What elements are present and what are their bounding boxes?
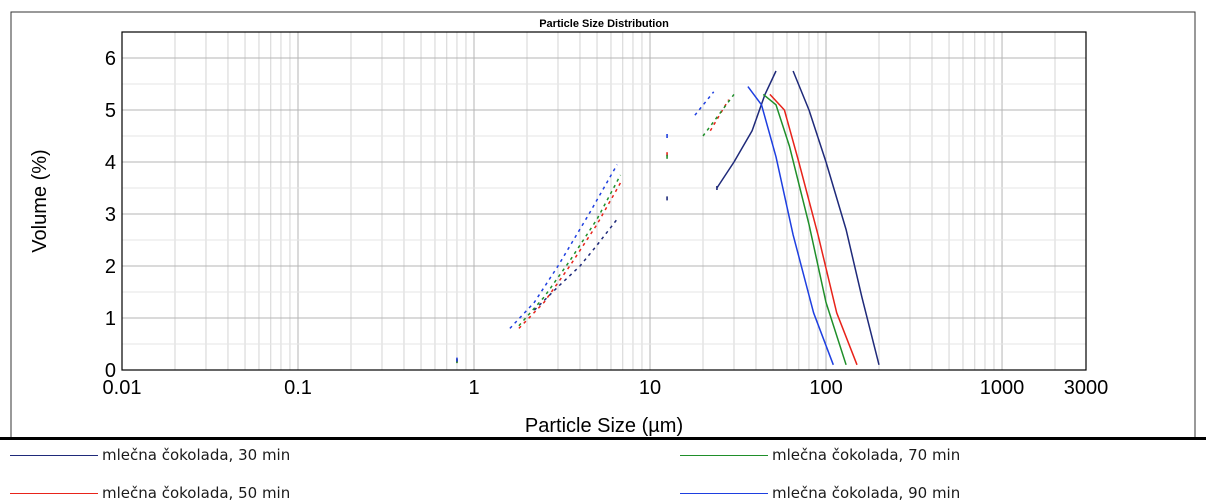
series-dotted-segment bbox=[702, 93, 735, 137]
grid bbox=[122, 32, 1086, 370]
y-tick-label: 3 bbox=[105, 204, 116, 226]
plot-area bbox=[121, 31, 1087, 371]
legend-item-90min: mlečna čokolada, 90 min bbox=[680, 482, 960, 504]
series-line bbox=[792, 70, 880, 365]
series-dotted-segment bbox=[709, 99, 730, 132]
legend-item-30min: mlečna čokolada, 30 min bbox=[10, 444, 290, 466]
series-dotted-segment bbox=[694, 91, 715, 116]
series-dotted-segment bbox=[518, 174, 622, 327]
series-dotted-segment bbox=[533, 218, 618, 311]
series-4 bbox=[456, 86, 835, 366]
x-tick-label: 100 bbox=[809, 377, 842, 399]
y-tick-label: 4 bbox=[105, 152, 116, 174]
series-dotted-segment bbox=[509, 164, 618, 329]
series-line bbox=[747, 86, 835, 366]
y-tick-label: 5 bbox=[105, 100, 116, 122]
legend-item-50min: mlečna čokolada, 50 min bbox=[10, 482, 290, 504]
legend-label: mlečna čokolada, 70 min bbox=[772, 446, 961, 464]
series-line bbox=[762, 93, 847, 366]
chart-bottom-rule bbox=[0, 437, 1206, 440]
y-tick-label: 6 bbox=[105, 48, 116, 70]
y-tick-label: 0 bbox=[105, 360, 116, 382]
legend-label: mlečna čokolada, 30 min bbox=[102, 446, 291, 464]
series-line bbox=[769, 93, 858, 366]
x-tick-label: 1 bbox=[468, 377, 479, 399]
series-1 bbox=[456, 70, 880, 365]
series-3 bbox=[456, 93, 847, 366]
legend-swatch bbox=[680, 492, 768, 494]
series-layer bbox=[456, 70, 880, 366]
legend-swatch bbox=[680, 454, 768, 456]
x-tick-label: 10 bbox=[639, 377, 661, 399]
tick-labels: 0.01 0.1 1 10 100 1000 3000 0 1 2 3 4 5 6 bbox=[103, 48, 1109, 399]
legend-item-70min: mlečna čokolada, 70 min bbox=[680, 444, 960, 466]
particle-size-chart: Particle Size Distribution 0.01 0.1 1 10 100… bbox=[0, 11, 1206, 440]
legend-label: mlečna čokolada, 90 min bbox=[772, 484, 961, 502]
y-axis-label: Volume (%) bbox=[29, 149, 51, 252]
x-tick-label: 1000 bbox=[980, 377, 1025, 399]
legend-label: mlečna čokolada, 50 min bbox=[102, 484, 291, 502]
legend-swatch bbox=[10, 492, 98, 494]
x-tick-label: 3000 bbox=[1064, 377, 1109, 399]
x-tick-label: 0.1 bbox=[284, 377, 312, 399]
y-tick-label: 1 bbox=[105, 308, 116, 330]
series-line bbox=[716, 70, 777, 189]
chart-outer-frame bbox=[10, 11, 1196, 439]
legend: mlečna čokolada, 30 min mlečna čokolada,… bbox=[0, 440, 1206, 504]
x-axis-label: Particle Size (µm) bbox=[525, 415, 683, 437]
x-tick-label: 0.01 bbox=[103, 377, 142, 399]
chart-title: Particle Size Distribution bbox=[539, 18, 669, 30]
legend-swatch bbox=[10, 454, 98, 456]
y-tick-label: 2 bbox=[105, 256, 116, 278]
